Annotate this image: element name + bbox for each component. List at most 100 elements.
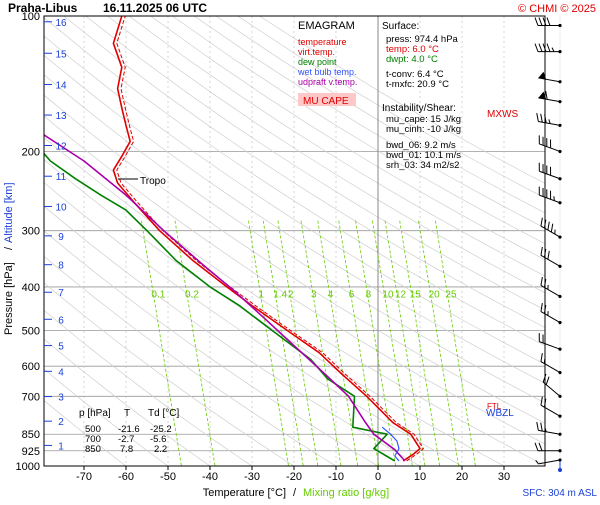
barb-full [535, 113, 539, 121]
barb-full [539, 443, 542, 451]
barb-full [539, 18, 542, 26]
wind-barb [538, 397, 566, 419]
altitude-tick-label: 9 [58, 232, 64, 243]
altitude-tick-label: 2 [58, 417, 64, 428]
barb-staff [541, 405, 560, 416]
pressure-tick-label: 1000 [16, 461, 40, 473]
tropopause-label: Tropo [140, 176, 166, 187]
wind-barb [536, 456, 562, 466]
altitude-tick-label: 10 [55, 202, 67, 213]
mxws-label: MXWS [487, 109, 518, 120]
mixing-ratio-label: 8 [366, 290, 372, 301]
barb-dot [558, 80, 562, 84]
mixing-ratio-line [249, 221, 289, 466]
barb-staff [541, 285, 560, 296]
barb-staff [539, 171, 560, 179]
pressure-tick-label: 600 [22, 361, 40, 373]
t-mxfc: t-mxfc: 20.9 °C [386, 79, 449, 90]
mixing-ratio-line [385, 221, 425, 466]
wind-barb [535, 443, 562, 453]
table-header-td: Td [°C] [148, 408, 179, 419]
mu-cinh-value: mu_cinh: -10 J/kg [386, 124, 461, 135]
x-tick-label: 0 [375, 471, 381, 483]
barb-full [548, 191, 554, 200]
legend-title: EMAGRAM [298, 20, 355, 32]
x-tick-label: -60 [118, 471, 134, 483]
x-tick-label: -50 [160, 471, 176, 483]
altitude-tick-label: 5 [58, 342, 64, 353]
x-tick-label: -30 [244, 471, 260, 483]
barb-dot [558, 320, 562, 324]
altitude-tick-label: 14 [55, 81, 67, 92]
x-axis-title-mixing: Mixing ratio [g/kg] [303, 487, 389, 499]
barb-pennant [538, 71, 547, 79]
barb-full [539, 423, 543, 431]
mixing-ratio-label: 1.4 [273, 290, 287, 301]
mixing-ratio-label: 1 [259, 290, 265, 301]
x-tick-label: -20 [286, 471, 302, 483]
level-table: p [hPa] T Td [°C] 500 -21.6 -25.2 700 -2… [79, 408, 179, 455]
barb-full [538, 353, 545, 361]
x-tick-label: -40 [202, 471, 218, 483]
surface-title: Surface: [382, 21, 419, 32]
barb-staff [541, 362, 560, 373]
barb-full [535, 44, 538, 52]
pressure-tick-label: 850 [22, 429, 40, 441]
legend-wet-bulb: wet bulb temp. [297, 67, 357, 77]
sounding-datetime: 16.11.2025 06 UTC [103, 1, 207, 15]
altitude-tick-label: 11 [56, 172, 67, 183]
pressure-tick-label: 700 [22, 391, 40, 403]
barb-dot [558, 149, 562, 153]
barb-full [548, 139, 554, 148]
srh-03-value: srh_03: 34 m2/s2 [386, 160, 459, 171]
barb-dot [558, 264, 562, 268]
altitude-tick-label: 12 [55, 142, 67, 153]
dry-adiabat [129, 16, 600, 466]
mixing-ratio-label: 0.2 [185, 290, 199, 301]
barb-dot [558, 100, 562, 104]
pressure-tick-label: 925 [22, 446, 40, 458]
barb-half [552, 48, 554, 52]
barb-dot [558, 414, 562, 418]
altitude-tick-label: 13 [55, 111, 67, 122]
mixing-ratio-label: 20 [429, 290, 441, 301]
barb-staff [541, 312, 560, 323]
barb-full [548, 167, 554, 176]
pressure-tick-label: 400 [22, 282, 40, 294]
wind-barb [535, 44, 562, 54]
x-tick-label: 20 [456, 471, 468, 483]
legend-virt-temp: virt.temp. [298, 47, 335, 57]
barb-dot [558, 177, 562, 181]
table-header-p: p [hPa] [79, 408, 111, 419]
mixing-ratio-label: 10 [382, 290, 394, 301]
barb-full [537, 333, 543, 342]
x-axis-title: Temperature [°C] [203, 487, 286, 499]
altitude-tick-label: 16 [55, 18, 67, 29]
barb-full [535, 422, 539, 430]
barb-staff [539, 195, 560, 203]
barb-staff [538, 122, 560, 126]
mixing-ratio-line [318, 221, 358, 466]
y-axis-title-altitude: Altitude [km] [3, 182, 15, 243]
wind-barb [538, 353, 566, 375]
mixing-ratio-label: 3 [311, 290, 317, 301]
mixing-ratio-label: 12 [395, 290, 407, 301]
barb-dot [558, 201, 562, 205]
barb-dot [558, 50, 561, 53]
mixing-ratio-line [419, 221, 459, 466]
legend-udpraft: udpraft v.temp. [298, 77, 357, 87]
barb-staff [541, 255, 560, 266]
wind-barb [535, 18, 562, 28]
barb-staff [539, 342, 560, 350]
sfc-label: SFC: 304 m ASL [523, 488, 598, 499]
barb-staff [539, 144, 560, 152]
mixing-ratio-label: 15 [410, 290, 422, 301]
barb-full [538, 277, 545, 285]
barb-full [547, 18, 550, 26]
x-tick-label: 30 [498, 471, 510, 483]
x-tick-label: 10 [414, 471, 426, 483]
pressure-tick-label: 300 [22, 226, 40, 238]
barb-full [539, 114, 543, 122]
barb-dot [558, 294, 562, 298]
credit-text: © CHMI © 2025 [518, 3, 596, 15]
